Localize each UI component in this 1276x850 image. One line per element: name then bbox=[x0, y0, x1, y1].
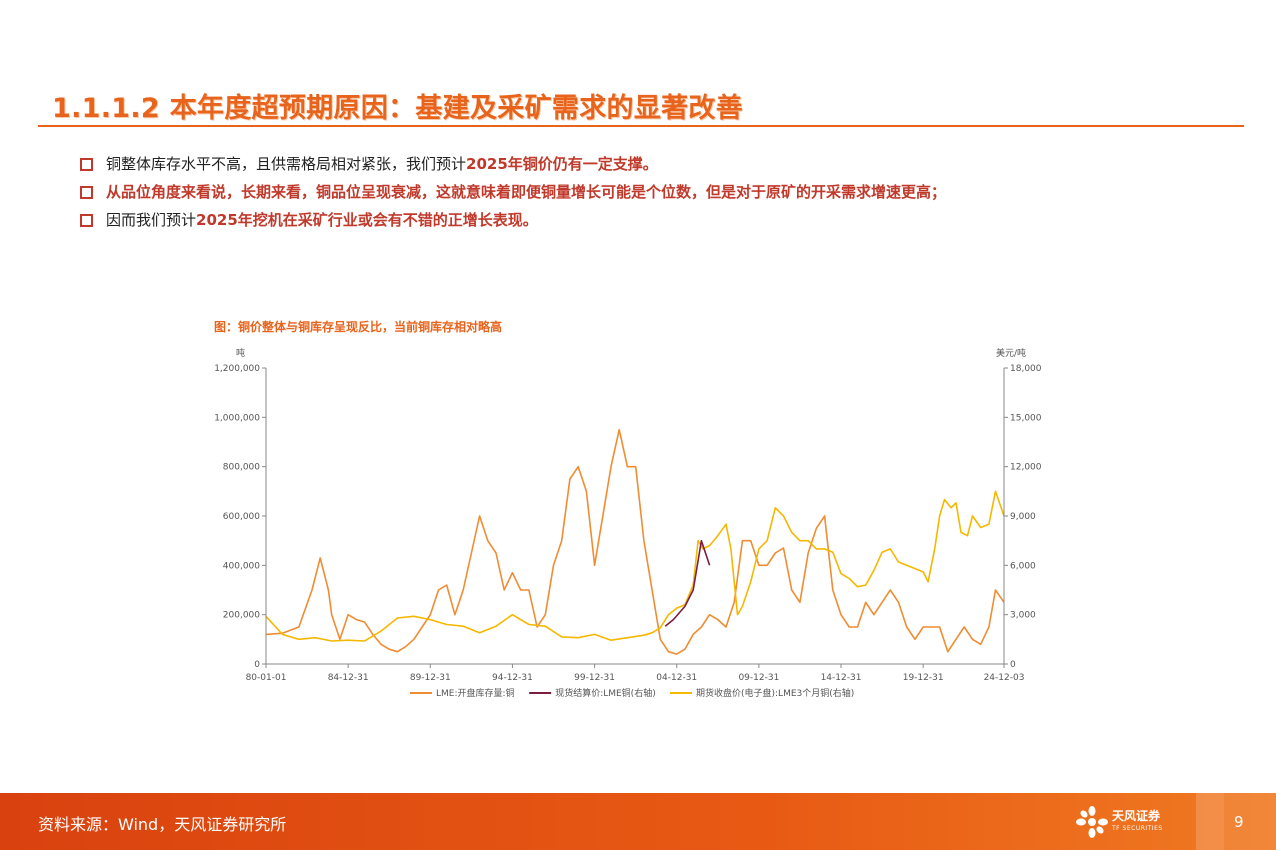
page-number: 9 bbox=[1234, 813, 1244, 831]
square-bullet-icon bbox=[80, 186, 93, 199]
bullet-3-text: 因而我们预计 bbox=[106, 211, 197, 229]
left-unit-label: 吨 bbox=[236, 347, 245, 359]
series-line-3 bbox=[265, 490, 1005, 642]
bullet-item-3: 因而我们预计2025年挖机在采矿行业或会有不错的正增长表现。 bbox=[80, 206, 946, 234]
x-tick-label: 14-12-31 bbox=[821, 673, 862, 683]
legend-label: LME:开盘库存量:铜 bbox=[436, 687, 515, 699]
series-line-2 bbox=[664, 539, 711, 627]
right-tick-label: 3,000 bbox=[1010, 611, 1036, 621]
footer-bar: 资料来源：Wind，天风证券研究所 天风证券 TF SECURITIES 9 bbox=[0, 793, 1276, 850]
left-tick-label: 1,200,000 bbox=[214, 364, 260, 374]
bullet-2-text: 从品位角度来看说，长期来看，铜品位呈现衰减，这就意味着即便铜量增长可能是个位数，… bbox=[106, 183, 947, 201]
x-tick-label: 89-12-31 bbox=[410, 673, 451, 683]
legend-label: 期货收盘价(电子盘):LME3个月铜(右轴) bbox=[696, 687, 854, 699]
company-logo: 天风证券 TF SECURITIES bbox=[1076, 805, 1176, 839]
left-tick-label: 800,000 bbox=[223, 463, 260, 473]
logo-text-cn: 天风证券 bbox=[1112, 809, 1161, 823]
left-tick-label: 400,000 bbox=[223, 561, 260, 571]
x-tick-label: 94-12-31 bbox=[492, 673, 533, 683]
x-tick-label: 04-12-31 bbox=[656, 673, 697, 683]
x-tick-label: 80-01-01 bbox=[246, 673, 287, 683]
x-tick-label: 84-12-31 bbox=[328, 673, 369, 683]
bullet-1-highlight: 2025年铜价仍有一定支撑。 bbox=[466, 155, 658, 173]
x-tick-label: 09-12-31 bbox=[738, 673, 779, 683]
x-tick-label: 24-12-03 bbox=[984, 673, 1025, 683]
left-tick-label: 0 bbox=[254, 660, 260, 670]
right-tick-label: 12,000 bbox=[1010, 463, 1042, 473]
right-tick-label: 0 bbox=[1010, 660, 1016, 670]
bullet-list: 铜整体库存水平不高，且供需格局相对紧张，我们预计2025年铜价仍有一定支撑。 从… bbox=[80, 150, 946, 234]
right-unit-label: 美元/吨 bbox=[996, 347, 1026, 359]
bullet-item-2: 从品位角度来看说，长期来看，铜品位呈现衰减，这就意味着即便铜量增长可能是个位数，… bbox=[80, 178, 946, 206]
right-tick-label: 18,000 bbox=[1010, 364, 1042, 374]
flower-logo-icon bbox=[1076, 806, 1108, 838]
copper-chart: 0 200,000 400,000 600,000 800,000 1,000,000 1,… bbox=[214, 347, 1042, 699]
logo-text-en: TF SECURITIES bbox=[1112, 825, 1163, 832]
title-divider bbox=[38, 125, 1244, 127]
bullet-item-1: 铜整体库存水平不高，且供需格局相对紧张，我们预计2025年铜价仍有一定支撑。 bbox=[80, 150, 946, 178]
left-tick-label: 600,000 bbox=[223, 512, 260, 522]
series-line-1 bbox=[265, 428, 1005, 655]
square-bullet-icon bbox=[80, 214, 93, 227]
legend-label: 现货结算价:LME铜(右轴) bbox=[555, 687, 656, 699]
source-note: 资料来源：Wind，天风证券研究所 bbox=[38, 815, 287, 834]
x-tick-label: 99-12-31 bbox=[574, 673, 615, 683]
right-tick-label: 9,000 bbox=[1010, 512, 1036, 522]
bullet-1-text: 铜整体库存水平不高，且供需格局相对紧张，我们预计 bbox=[106, 155, 467, 173]
right-tick-label: 15,000 bbox=[1010, 413, 1042, 423]
left-tick-label: 200,000 bbox=[223, 611, 260, 621]
page-tab-decoration bbox=[1224, 793, 1276, 850]
slide-title: 1.1.1.2 本年度超预期原因：基建及采矿需求的显著改善 bbox=[52, 93, 744, 124]
bullet-3-highlight: 2025年挖机在采矿行业或会有不错的正增长表现。 bbox=[196, 211, 538, 229]
square-bullet-icon bbox=[80, 158, 93, 171]
page-tab-decoration bbox=[1196, 793, 1224, 850]
left-tick-label: 1,000,000 bbox=[214, 413, 260, 423]
right-tick-label: 6,000 bbox=[1010, 561, 1036, 571]
x-tick-label: 19-12-31 bbox=[903, 673, 944, 683]
chart-title: 图：铜价整体与铜库存呈现反比，当前铜库存相对略高 bbox=[214, 320, 503, 334]
